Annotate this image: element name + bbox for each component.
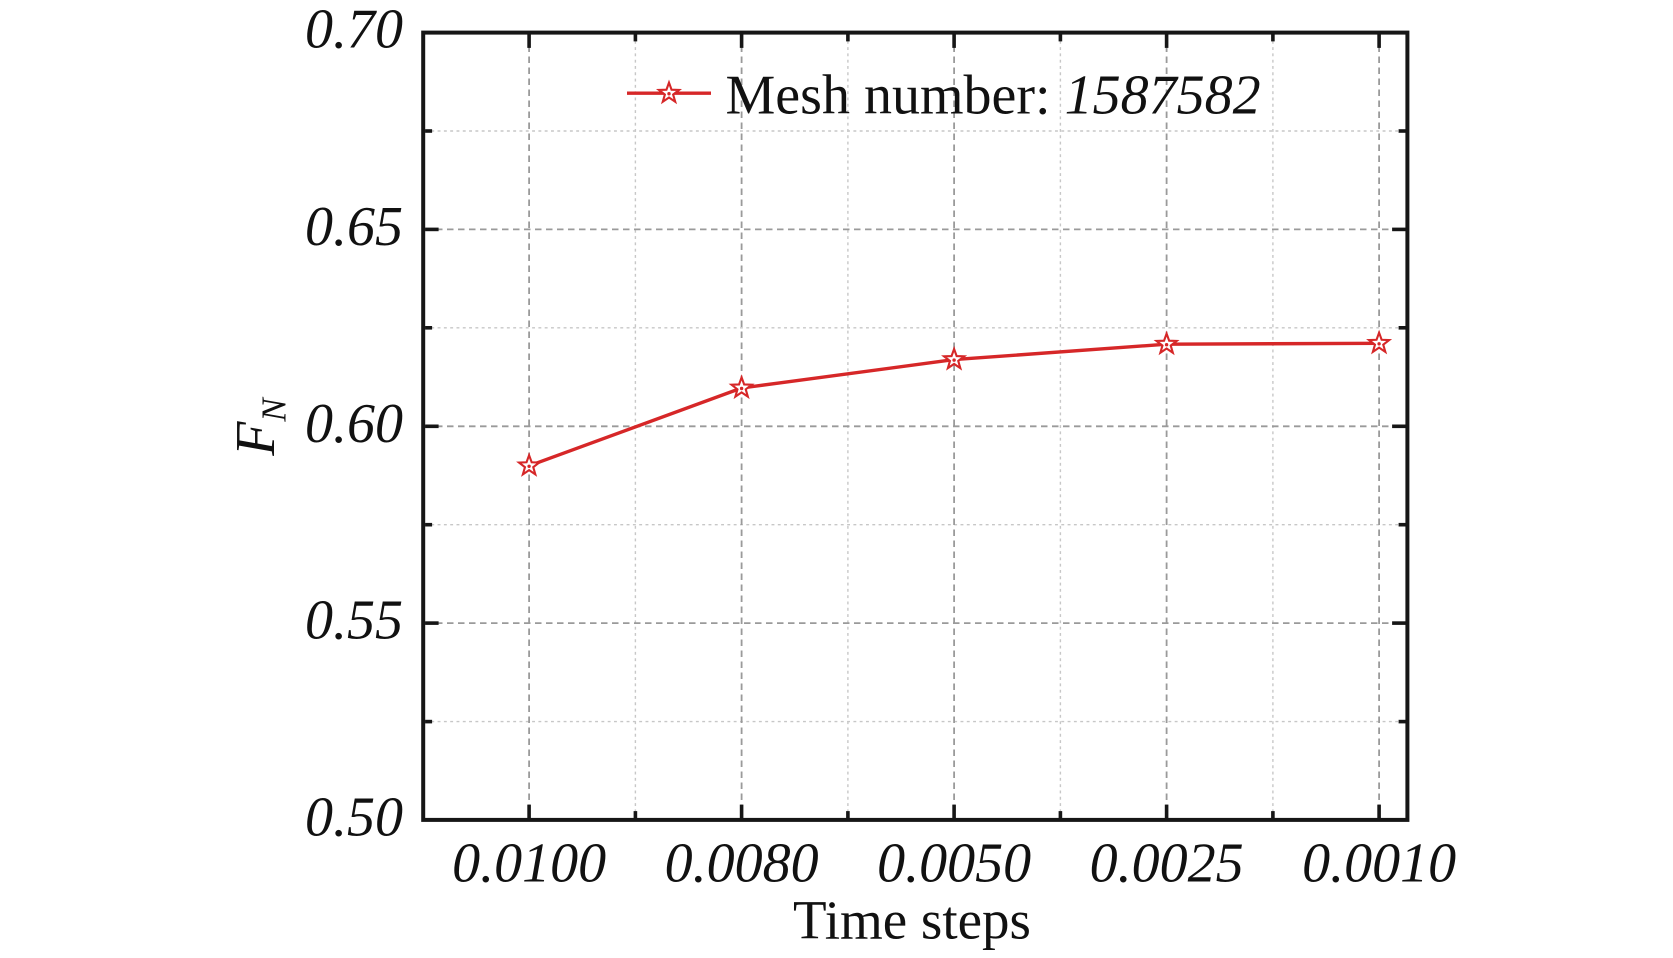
svg-text:0.50: 0.50	[305, 787, 403, 849]
svg-text:Time steps: Time steps	[793, 889, 1031, 950]
svg-text:0.0050: 0.0050	[877, 832, 1031, 894]
svg-text:0.55: 0.55	[305, 590, 403, 652]
svg-text:0.0010: 0.0010	[1302, 832, 1456, 894]
svg-text:0.0080: 0.0080	[665, 832, 819, 894]
svg-text:0.0025: 0.0025	[1090, 832, 1244, 894]
svg-text:0.70: 0.70	[305, 0, 403, 61]
svg-text:FN: FN	[225, 397, 294, 457]
svg-text:Mesh number: 1587582: Mesh number: 1587582	[726, 65, 1261, 127]
svg-text:0.60: 0.60	[305, 393, 403, 455]
svg-text:0.0100: 0.0100	[452, 832, 606, 894]
svg-text:0.65: 0.65	[305, 196, 403, 258]
